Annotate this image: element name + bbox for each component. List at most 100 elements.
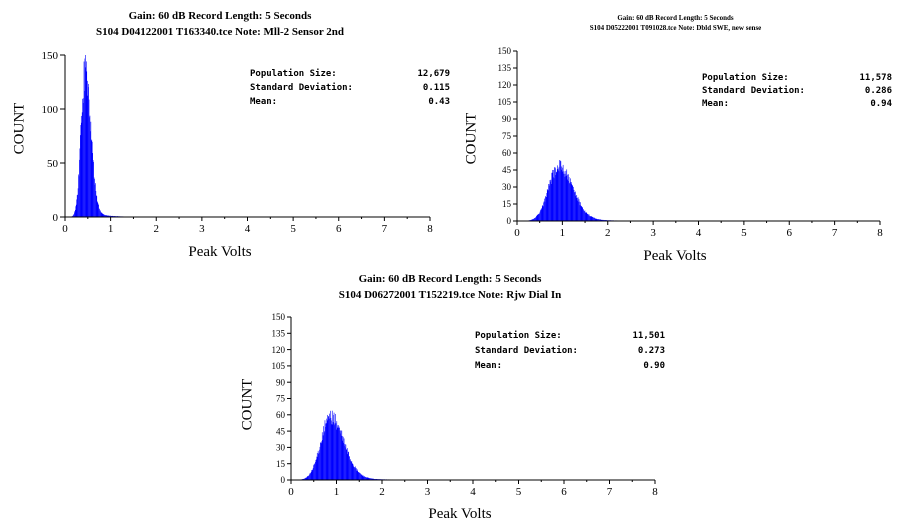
stat-label: Mean: xyxy=(475,361,503,371)
histogram-bar xyxy=(329,418,331,480)
stat-label: Mean: xyxy=(702,99,730,109)
histogram-bar xyxy=(600,219,601,221)
stat-label: Population Size: xyxy=(702,73,789,83)
histogram-bar xyxy=(356,468,357,480)
histogram-bar xyxy=(587,213,588,221)
histogram-bar xyxy=(311,471,312,480)
histogram-bar xyxy=(102,213,104,217)
histogram-bar xyxy=(599,219,600,221)
histogram-bar xyxy=(91,140,92,217)
histogram-bar xyxy=(560,160,561,221)
histogram-bar xyxy=(94,178,95,217)
histogram-bar xyxy=(536,216,537,221)
histogram-bar xyxy=(556,169,558,221)
histogram-bar xyxy=(355,466,356,480)
histogram-bar xyxy=(107,215,109,217)
histogram-bar xyxy=(590,216,592,221)
histogram-bar xyxy=(329,413,330,480)
histogram-bar xyxy=(341,430,343,480)
histogram-bar xyxy=(343,442,344,480)
y-tick-label: 0 xyxy=(507,216,512,226)
histogram-bar xyxy=(544,198,545,221)
histogram-bar xyxy=(303,478,305,480)
histogram-bar xyxy=(80,115,82,217)
histogram-bar xyxy=(581,207,583,221)
histogram-bar xyxy=(545,197,547,221)
histogram-bar xyxy=(76,199,78,217)
histogram-bar xyxy=(348,452,349,480)
histogram-bar xyxy=(319,446,321,480)
histogram-bar xyxy=(313,465,314,480)
stat-value: 0.43 xyxy=(428,97,450,107)
stat-population: Population Size: 11,501 xyxy=(475,329,665,344)
histogram-bar xyxy=(566,169,568,221)
histogram-bar xyxy=(316,456,318,480)
histogram-bar xyxy=(363,476,364,480)
histogram-bar xyxy=(317,456,318,480)
stat-mean: Mean: 0.43 xyxy=(250,95,450,109)
histogram-plot: 0 1 2 3 4 5 6 7 8 0 50 100 150 xyxy=(42,50,434,235)
histogram-bar xyxy=(316,459,317,480)
histogram-bar xyxy=(375,478,377,480)
histogram-bar xyxy=(597,219,598,221)
histogram-bar xyxy=(310,473,311,480)
stat-label: Mean: xyxy=(250,97,278,107)
histogram-bar xyxy=(353,466,355,480)
histogram-bar xyxy=(540,210,541,221)
x-tick-label: 6 xyxy=(336,223,342,235)
x-tick-label: 4 xyxy=(696,227,702,239)
histogram-bar xyxy=(362,475,364,480)
histogram-bar xyxy=(577,200,578,221)
histogram-bar xyxy=(364,476,366,480)
histogram-bar xyxy=(330,417,332,480)
histogram-bar xyxy=(339,430,341,480)
histogram-bar xyxy=(104,214,105,217)
histogram-bar xyxy=(306,476,308,480)
histogram-bar xyxy=(542,206,544,221)
histogram-bar xyxy=(366,477,367,480)
histogram-bar xyxy=(102,214,104,217)
histogram-bar xyxy=(536,215,538,221)
x-tick-label: 0 xyxy=(514,227,520,239)
histogram-bar xyxy=(315,459,317,480)
histogram-bar xyxy=(594,218,596,221)
histogram-bar xyxy=(358,472,360,480)
histogram-bar xyxy=(321,443,322,480)
x-tick-label: 3 xyxy=(650,227,656,239)
histogram-bar xyxy=(564,176,565,221)
histogram-bar xyxy=(75,206,77,217)
histogram-bar xyxy=(569,183,571,221)
histogram-bar xyxy=(565,176,566,221)
histogram-bar xyxy=(83,61,85,217)
histogram-bar xyxy=(342,436,344,480)
histogram-bar xyxy=(105,215,107,217)
histogram-bar xyxy=(573,189,575,221)
histogram-bar xyxy=(577,197,579,221)
histogram-bar xyxy=(554,167,556,221)
histogram-bar xyxy=(361,475,362,480)
histogram-bar xyxy=(600,219,602,221)
y-tick-label: 150 xyxy=(42,50,59,62)
histogram-bar xyxy=(372,478,374,480)
histogram-bar xyxy=(556,171,557,221)
histogram-bar xyxy=(101,212,103,217)
histogram-bar xyxy=(360,473,361,480)
histogram-bar xyxy=(80,124,82,217)
histogram-bar xyxy=(351,463,353,480)
histogram-bar xyxy=(100,212,102,217)
histogram-bar xyxy=(599,219,601,221)
histogram-bar xyxy=(592,217,594,221)
y-tick-label: 90 xyxy=(276,377,286,387)
y-tick-label: 30 xyxy=(502,182,512,192)
histogram-bar xyxy=(346,448,348,480)
histogram-bar xyxy=(337,427,339,480)
stat-mean: Mean: 0.94 xyxy=(702,98,892,111)
histogram-bar xyxy=(583,209,584,221)
stats-box: Population Size: 11,501 Standard Deviatio… xyxy=(475,329,665,374)
histogram-bar xyxy=(111,215,113,217)
histogram-bar xyxy=(588,215,589,221)
histogram-bar xyxy=(76,195,78,217)
histogram-bar xyxy=(539,211,541,221)
histogram-bar xyxy=(570,182,572,221)
histogram-bar xyxy=(91,139,93,217)
